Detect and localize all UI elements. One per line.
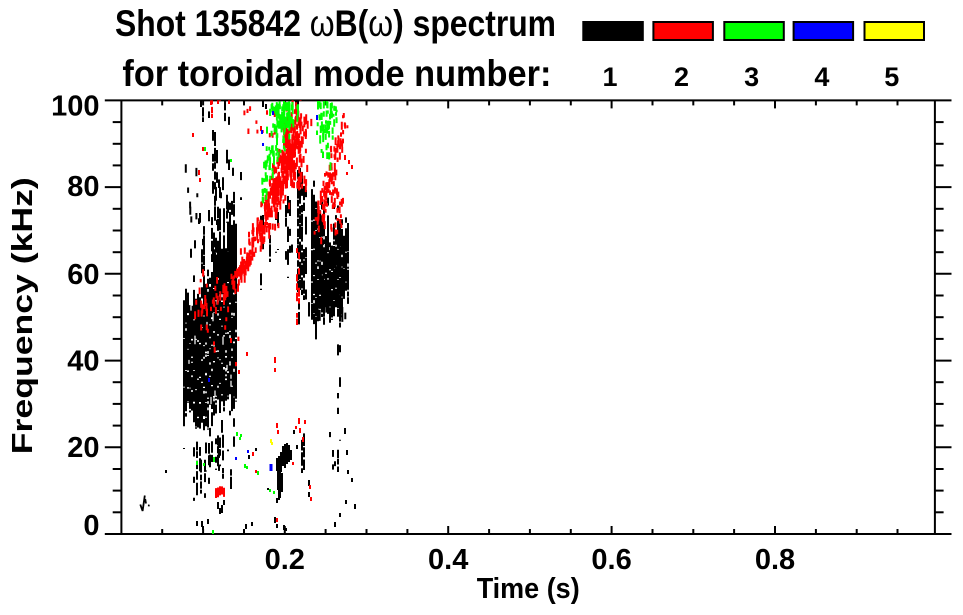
svg-text:0.2: 0.2 xyxy=(265,544,305,576)
svg-text:2: 2 xyxy=(674,62,689,92)
svg-text:4: 4 xyxy=(814,62,829,92)
svg-text:0.8: 0.8 xyxy=(755,544,795,576)
svg-text:3: 3 xyxy=(744,62,759,92)
svg-text:60: 60 xyxy=(67,259,99,291)
svg-text:1: 1 xyxy=(602,62,617,92)
svg-text:for toroidal mode number:: for toroidal mode number: xyxy=(122,53,551,94)
svg-text:Time (s): Time (s) xyxy=(477,573,580,605)
svg-text:0.6: 0.6 xyxy=(591,544,631,576)
svg-text:Shot 135842 ωB(ω) spectrum: Shot 135842 ωB(ω) spectrum xyxy=(115,3,556,44)
svg-text:5: 5 xyxy=(884,62,899,92)
svg-text:40: 40 xyxy=(67,346,99,378)
svg-text:0: 0 xyxy=(83,510,99,542)
svg-text:0.4: 0.4 xyxy=(428,544,468,576)
svg-text:100: 100 xyxy=(51,90,99,122)
svg-text:80: 80 xyxy=(67,171,99,203)
svg-text:Frequency (kHz): Frequency (kHz) xyxy=(7,177,39,454)
svg-text:20: 20 xyxy=(67,432,99,464)
